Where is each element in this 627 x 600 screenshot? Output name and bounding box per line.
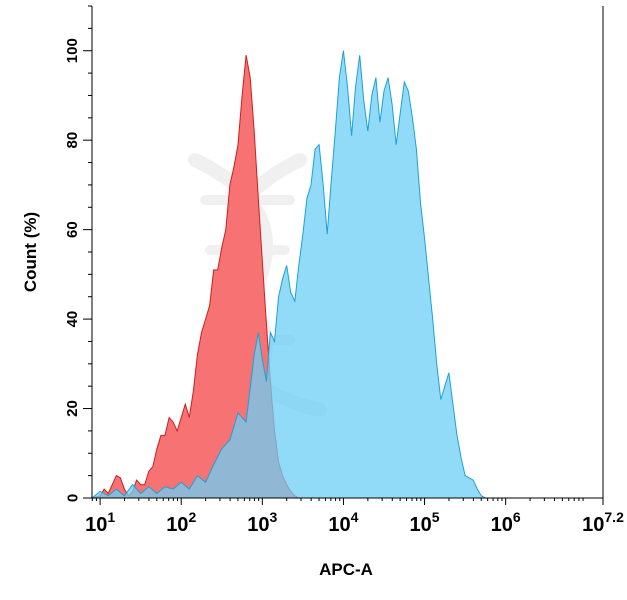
- histogram-series-2: [90, 50, 486, 499]
- y-tick-label: 80: [64, 132, 81, 149]
- x-tick-label: 104: [328, 509, 358, 536]
- x-tick-label: 106: [491, 509, 521, 536]
- x-tick-label: 105: [410, 509, 440, 536]
- series-layer: [90, 50, 486, 499]
- x-tick-label: 101: [85, 509, 115, 536]
- y-tick-label: 60: [64, 221, 81, 238]
- y-tick-label: 0: [64, 494, 81, 502]
- axes: [83, 5, 604, 505]
- y-tick-label: 100: [64, 38, 81, 63]
- x-tick-label: 102: [166, 509, 196, 536]
- y-tick-label: 20: [64, 400, 81, 417]
- y-axis-title: Count (%): [21, 212, 40, 292]
- x-axis-title: APC-A: [319, 560, 373, 579]
- x-tick-label: 103: [247, 509, 277, 536]
- y-tick-label: 40: [64, 311, 81, 328]
- x-tick-label: 107.2: [582, 509, 624, 536]
